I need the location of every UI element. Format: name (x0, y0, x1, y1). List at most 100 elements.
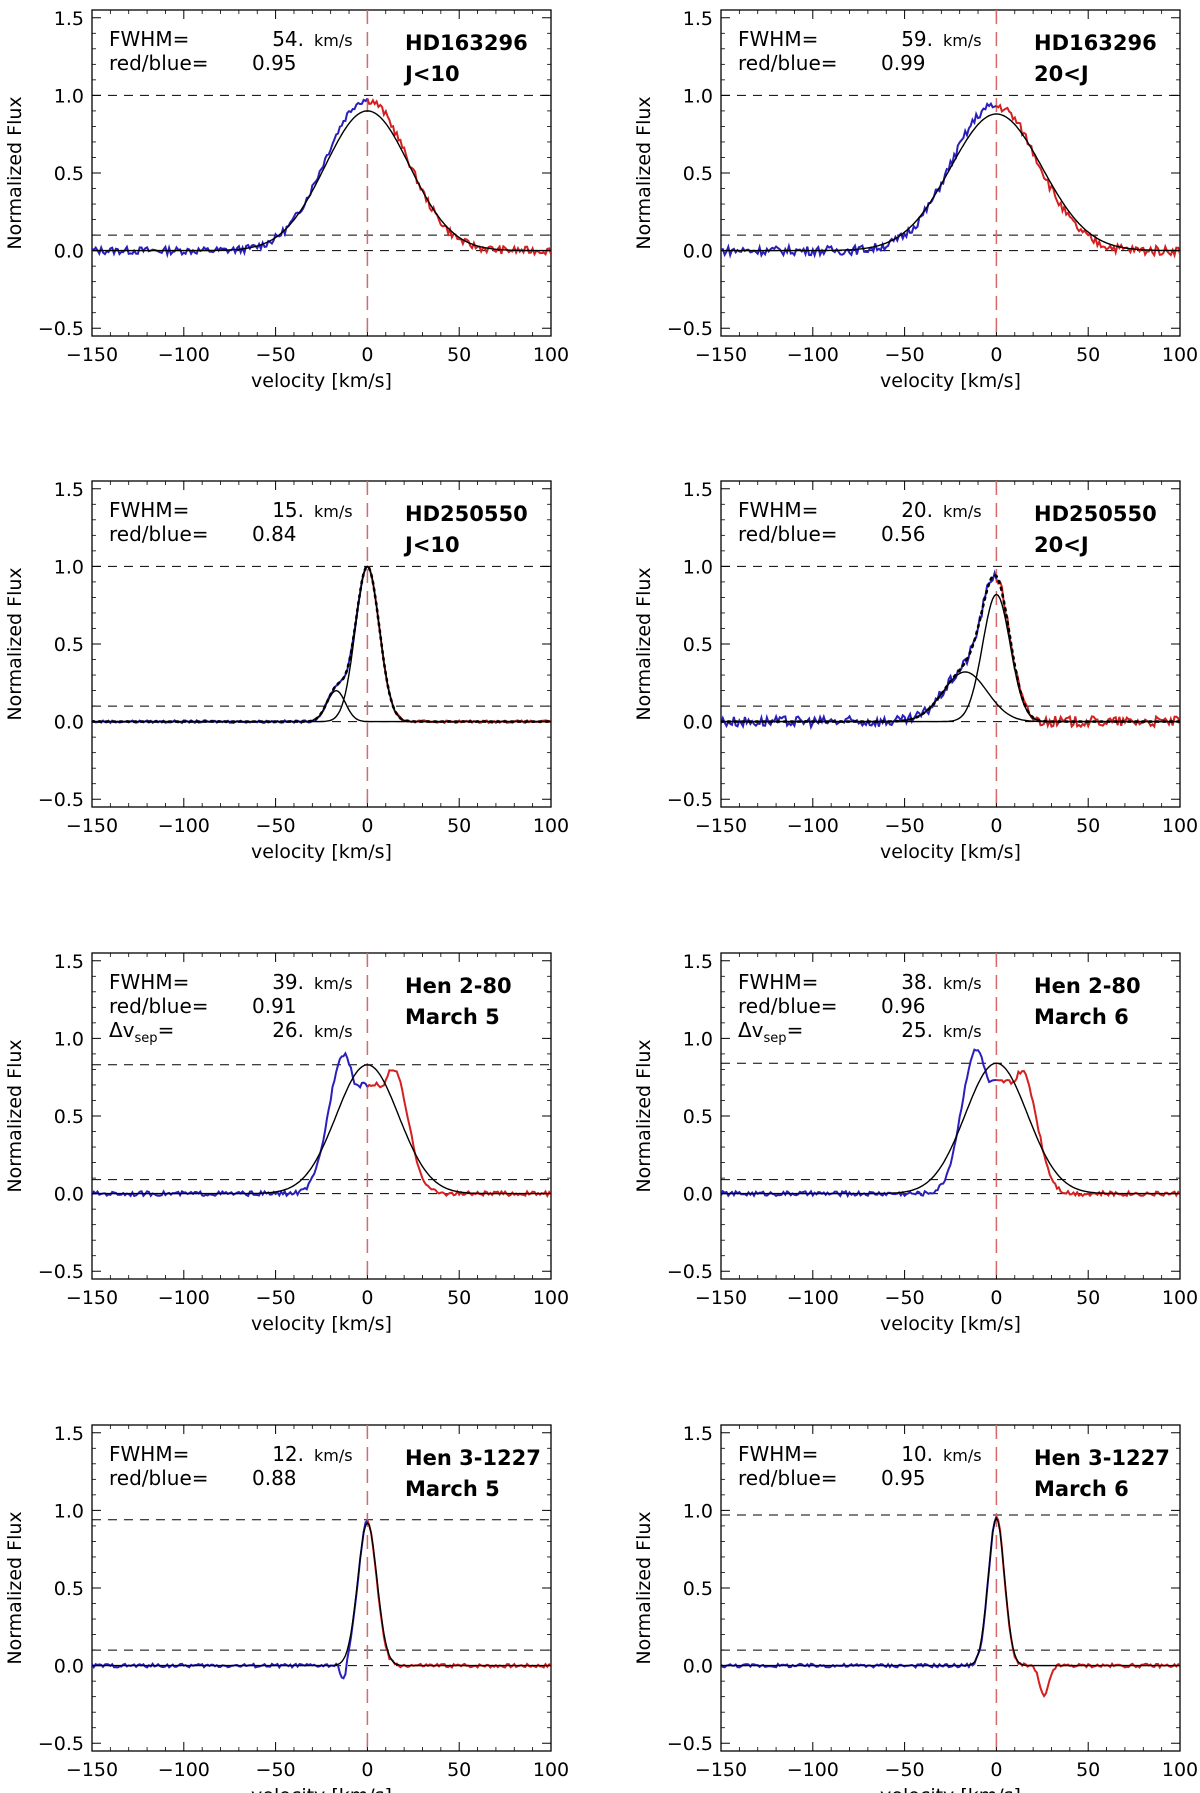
y-tick-label: −0.5 (38, 318, 84, 340)
x-tick-label: −50 (256, 344, 296, 366)
blue-wing-series (721, 1048, 997, 1199)
epoch-label: March 5 (405, 1477, 500, 1501)
y-tick-label: 0.5 (683, 163, 713, 185)
y-tick-label: −0.5 (38, 1733, 84, 1755)
x-axis-label: velocity [km/s] (880, 370, 1021, 392)
epoch-label: March 5 (405, 1005, 500, 1029)
star-name-label: HD250550 (405, 502, 528, 526)
fwhm-unit: km/s (314, 502, 353, 521)
star-name-label: Hen 2-80 (1034, 974, 1141, 998)
y-tick-label: −0.5 (667, 789, 713, 811)
x-tick-label: −150 (66, 1287, 118, 1309)
fwhm-unit: km/s (943, 1446, 982, 1465)
delta-v-sep-unit: km/s (314, 1022, 353, 1041)
y-tick-label: 0.5 (683, 634, 713, 656)
x-tick-label: −150 (66, 344, 118, 366)
y-tick-label: −0.5 (667, 318, 713, 340)
gaussian-fit-1 (721, 593, 1180, 723)
y-tick-label: 1.5 (683, 951, 713, 973)
y-axis-label: Normalized Flux (633, 567, 655, 720)
epoch-label: 20<J (1034, 62, 1089, 86)
epoch-label: March 6 (1034, 1005, 1129, 1029)
x-tick-label: 50 (1076, 344, 1100, 366)
x-tick-label: −50 (256, 1759, 296, 1781)
gaussian-fit-1 (92, 1521, 551, 1667)
y-tick-label: 1.0 (54, 556, 84, 578)
delta-v-subscript: sep (135, 1031, 158, 1046)
gaussian-fit-1 (92, 110, 551, 252)
gaussian-fit-1 (721, 113, 1180, 252)
x-axis-label: velocity [km/s] (251, 370, 392, 392)
red-wing-series (366, 1069, 551, 1199)
panel-5: −150 −100 −50 0 50 100 −0.5 0.0 0.5 1.0 1.5 velocit… (4, 951, 569, 1335)
blue-wing-series (721, 101, 997, 259)
red-blue-value: 0.88 (252, 1466, 297, 1490)
x-tick-label: 0 (990, 1759, 1002, 1781)
y-axis-label: Normalized Flux (4, 567, 26, 720)
y-tick-label: 0.0 (54, 712, 84, 734)
gaussian-fit-1 (92, 1064, 551, 1195)
y-tick-label: 0.0 (683, 712, 713, 734)
x-tick-label: −100 (787, 344, 839, 366)
delta-v-sep-label: Δvsep= (109, 1018, 174, 1046)
y-tick-label: 0.0 (54, 1184, 84, 1206)
red-blue-label: red/blue= (738, 522, 838, 546)
red-blue-label: red/blue= (109, 994, 209, 1018)
y-tick-label: 1.5 (54, 479, 84, 501)
fwhm-value: 20. (901, 498, 933, 522)
blue-wing-series (92, 1519, 369, 1680)
x-tick-label: 50 (1076, 815, 1100, 837)
x-tick-label: 50 (447, 815, 471, 837)
plot-area (92, 1425, 551, 1751)
x-tick-label: −150 (695, 1759, 747, 1781)
y-tick-label: 0.0 (683, 1656, 713, 1678)
delta-v-sep-value: 25. (901, 1018, 933, 1042)
delta-v-sep-unit: km/s (943, 1022, 982, 1041)
y-tick-label: 1.0 (54, 85, 84, 107)
y-tick-label: 0.5 (683, 1578, 713, 1600)
blue-wing-series (721, 1516, 998, 1670)
y-tick-label: 1.0 (683, 1500, 713, 1522)
y-tick-label: 0.0 (54, 241, 84, 263)
x-tick-label: −150 (695, 815, 747, 837)
fwhm-label: FWHM= (109, 498, 189, 522)
fwhm-label: FWHM= (109, 970, 189, 994)
fwhm-unit: km/s (943, 974, 982, 993)
star-name-label: HD163296 (405, 31, 528, 55)
fwhm-label: FWHM= (738, 970, 818, 994)
x-tick-label: 100 (1162, 1759, 1198, 1781)
x-tick-label: −50 (885, 1287, 925, 1309)
fwhm-value: 38. (901, 970, 933, 994)
combined-fit-dotted (721, 573, 1180, 723)
y-tick-label: 1.0 (54, 1028, 84, 1050)
x-tick-label: 100 (1162, 1287, 1198, 1309)
fwhm-label: FWHM= (109, 27, 189, 51)
x-tick-label: 100 (533, 1759, 569, 1781)
fwhm-unit: km/s (943, 31, 982, 50)
x-axis-label: velocity [km/s] (880, 841, 1021, 863)
fwhm-unit: km/s (943, 502, 982, 521)
x-axis-label: velocity [km/s] (880, 1785, 1021, 1793)
panel-6: −150 −100 −50 0 50 100 −0.5 0.0 0.5 1.0 1.5 velocit… (633, 951, 1198, 1335)
y-tick-label: 0.5 (54, 634, 84, 656)
y-axis-label: Normalized Flux (4, 96, 26, 249)
y-tick-label: 1.5 (54, 951, 84, 973)
red-wing-series (996, 1069, 1180, 1198)
epoch-label: J<10 (403, 533, 460, 557)
fwhm-unit: km/s (314, 31, 353, 50)
x-tick-label: −150 (695, 344, 747, 366)
x-tick-label: −50 (256, 815, 296, 837)
fwhm-value: 59. (901, 27, 933, 51)
x-tick-label: 0 (361, 1759, 373, 1781)
x-tick-label: 100 (1162, 815, 1198, 837)
plot-area (92, 481, 551, 807)
x-tick-label: −150 (695, 1287, 747, 1309)
x-tick-label: 100 (533, 815, 569, 837)
x-tick-label: −100 (787, 1287, 839, 1309)
panel-2: −150 −100 −50 0 50 100 −0.5 0.0 0.5 1.0 1.5 velocit… (633, 8, 1198, 392)
red-blue-label: red/blue= (109, 1466, 209, 1490)
y-tick-label: −0.5 (38, 1261, 84, 1283)
star-name-label: HD250550 (1034, 502, 1157, 526)
red-blue-value: 0.84 (252, 522, 297, 546)
x-tick-label: −100 (158, 815, 210, 837)
